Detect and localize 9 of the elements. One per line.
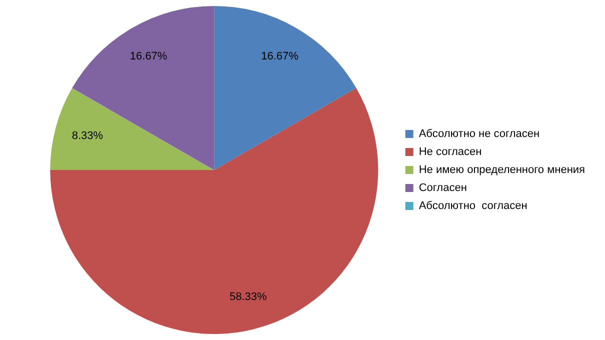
data-label: 16.67% xyxy=(261,50,299,62)
legend-label: Согласен xyxy=(418,182,467,194)
legend-label: Не имею определенного мнения xyxy=(418,164,586,176)
legend-label: Не согласен xyxy=(418,146,482,158)
data-label: 16.67% xyxy=(130,50,168,62)
data-label: 58.33% xyxy=(229,290,267,303)
legend-label: Абсолютно не согласен xyxy=(418,128,540,140)
legend-label: Абсолютно согласен xyxy=(418,200,528,212)
data-label: 8.33% xyxy=(72,130,104,142)
